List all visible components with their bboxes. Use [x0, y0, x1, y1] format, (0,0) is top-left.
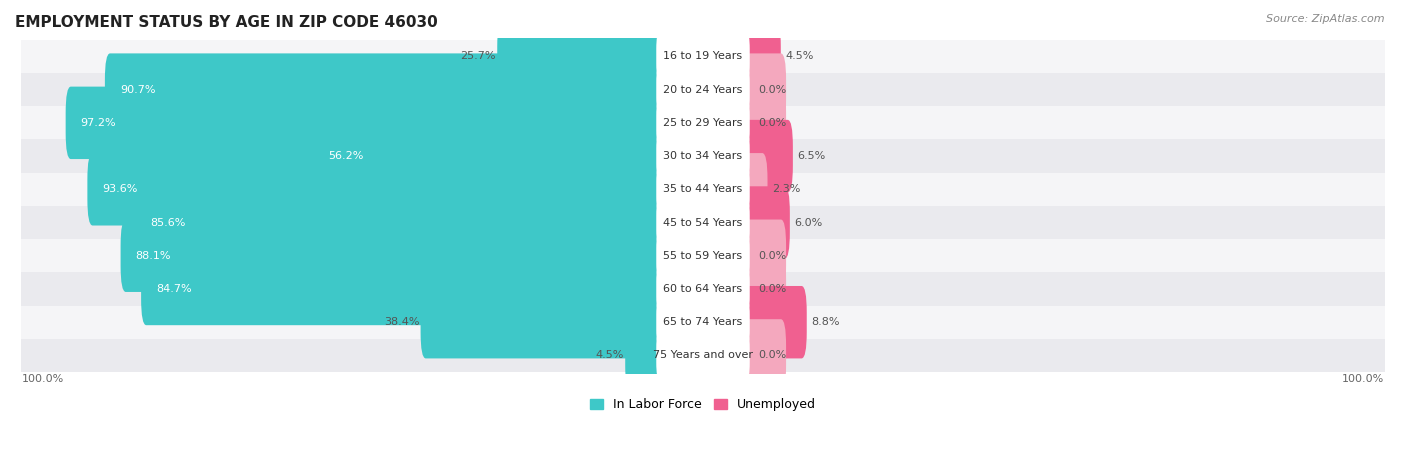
FancyBboxPatch shape [744, 86, 786, 159]
FancyBboxPatch shape [744, 286, 807, 358]
FancyBboxPatch shape [21, 106, 1385, 140]
FancyBboxPatch shape [744, 220, 786, 292]
Text: 100.0%: 100.0% [1343, 374, 1385, 384]
FancyBboxPatch shape [21, 140, 1385, 173]
Text: 4.5%: 4.5% [786, 51, 814, 61]
FancyBboxPatch shape [657, 99, 749, 147]
Text: 0.0%: 0.0% [758, 118, 786, 128]
Text: 16 to 19 Years: 16 to 19 Years [664, 51, 742, 61]
FancyBboxPatch shape [657, 298, 749, 346]
FancyBboxPatch shape [21, 239, 1385, 272]
Text: 0.0%: 0.0% [758, 351, 786, 360]
FancyBboxPatch shape [21, 73, 1385, 106]
FancyBboxPatch shape [21, 306, 1385, 339]
FancyBboxPatch shape [657, 165, 749, 213]
Text: 0.0%: 0.0% [758, 251, 786, 261]
FancyBboxPatch shape [657, 332, 749, 379]
Text: 84.7%: 84.7% [156, 284, 191, 294]
FancyBboxPatch shape [744, 20, 780, 93]
FancyBboxPatch shape [657, 32, 749, 80]
FancyBboxPatch shape [744, 253, 786, 325]
Text: 85.6%: 85.6% [150, 217, 186, 228]
FancyBboxPatch shape [744, 54, 786, 126]
Text: 100.0%: 100.0% [21, 374, 63, 384]
FancyBboxPatch shape [498, 20, 662, 93]
FancyBboxPatch shape [21, 206, 1385, 239]
Text: EMPLOYMENT STATUS BY AGE IN ZIP CODE 46030: EMPLOYMENT STATUS BY AGE IN ZIP CODE 460… [15, 15, 437, 30]
Text: 2.3%: 2.3% [772, 184, 800, 194]
Text: 0.0%: 0.0% [758, 284, 786, 294]
Text: 60 to 64 Years: 60 to 64 Years [664, 284, 742, 294]
FancyBboxPatch shape [121, 220, 662, 292]
Text: 4.5%: 4.5% [596, 351, 624, 360]
FancyBboxPatch shape [657, 265, 749, 313]
FancyBboxPatch shape [21, 272, 1385, 306]
Legend: In Labor Force, Unemployed: In Labor Force, Unemployed [591, 398, 815, 411]
Text: 8.8%: 8.8% [811, 317, 839, 327]
Text: 25 to 29 Years: 25 to 29 Years [664, 118, 742, 128]
FancyBboxPatch shape [21, 339, 1385, 372]
Text: Source: ZipAtlas.com: Source: ZipAtlas.com [1267, 14, 1385, 23]
FancyBboxPatch shape [744, 153, 768, 225]
Text: 55 to 59 Years: 55 to 59 Years [664, 251, 742, 261]
FancyBboxPatch shape [420, 286, 662, 358]
FancyBboxPatch shape [657, 132, 749, 180]
Text: 25.7%: 25.7% [460, 51, 496, 61]
FancyBboxPatch shape [87, 153, 662, 225]
Text: 93.6%: 93.6% [103, 184, 138, 194]
FancyBboxPatch shape [21, 173, 1385, 206]
Text: 88.1%: 88.1% [135, 251, 172, 261]
FancyBboxPatch shape [141, 253, 662, 325]
FancyBboxPatch shape [744, 319, 786, 392]
Text: 20 to 24 Years: 20 to 24 Years [664, 85, 742, 94]
Text: 38.4%: 38.4% [384, 317, 419, 327]
Text: 90.7%: 90.7% [120, 85, 155, 94]
FancyBboxPatch shape [626, 319, 662, 392]
Text: 6.0%: 6.0% [794, 217, 823, 228]
Text: 6.5%: 6.5% [797, 151, 825, 161]
FancyBboxPatch shape [105, 54, 662, 126]
Text: 35 to 44 Years: 35 to 44 Years [664, 184, 742, 194]
FancyBboxPatch shape [66, 86, 662, 159]
FancyBboxPatch shape [744, 186, 790, 259]
Text: 0.0%: 0.0% [758, 85, 786, 94]
FancyBboxPatch shape [657, 232, 749, 279]
FancyBboxPatch shape [657, 198, 749, 247]
Text: 30 to 34 Years: 30 to 34 Years [664, 151, 742, 161]
Text: 56.2%: 56.2% [328, 151, 363, 161]
FancyBboxPatch shape [314, 120, 662, 192]
Text: 97.2%: 97.2% [80, 118, 117, 128]
FancyBboxPatch shape [21, 40, 1385, 73]
FancyBboxPatch shape [135, 186, 662, 259]
Text: 45 to 54 Years: 45 to 54 Years [664, 217, 742, 228]
FancyBboxPatch shape [744, 120, 793, 192]
Text: 75 Years and over: 75 Years and over [652, 351, 754, 360]
FancyBboxPatch shape [657, 66, 749, 113]
Text: 65 to 74 Years: 65 to 74 Years [664, 317, 742, 327]
